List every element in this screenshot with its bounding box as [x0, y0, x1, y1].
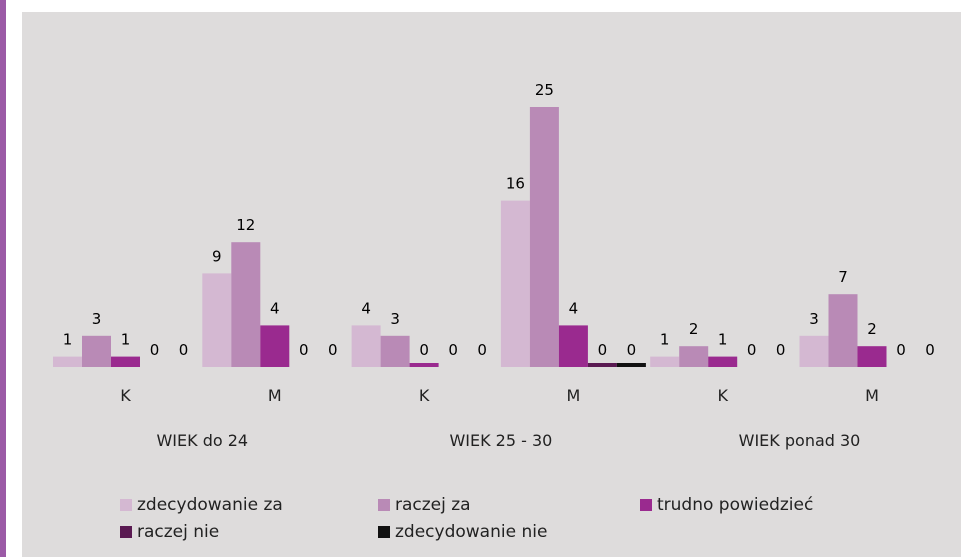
data-label-raczej-za-1: 12 — [236, 216, 255, 234]
data-label-raczej-za-0: 3 — [92, 310, 102, 328]
data-label-zdecydowanie-za-1: 9 — [212, 247, 222, 265]
legend-swatch-zdecydowanie-za — [120, 499, 132, 511]
category-label-4: K — [717, 386, 728, 405]
bar-raczej-za-2 — [380, 335, 410, 367]
data-label-raczej-za-3: 25 — [535, 81, 554, 99]
category-label-2: K — [419, 386, 430, 405]
group-label-2: WIEK ponad 30 — [739, 431, 861, 450]
bar-raczej-za-4 — [679, 346, 709, 367]
bar-trudno-powiedziec-2 — [409, 363, 439, 367]
data-label-zdecydowanie-za-4: 1 — [660, 331, 670, 349]
bar-trudno-powiedziec-5 — [857, 346, 887, 367]
bar-zdecydowanie-za-2 — [351, 325, 381, 367]
data-label-zdecydowanie-nie-4: 0 — [776, 341, 786, 359]
legend-swatch-raczej-za — [378, 499, 390, 511]
bar-zdecydowanie-za-5 — [799, 335, 829, 367]
legend-swatch-zdecydowanie-nie — [378, 526, 390, 538]
bar-zdecydowanie-nie-3 — [616, 363, 646, 367]
bar-trudno-powiedziec-1 — [260, 325, 290, 367]
bar-zdecydowanie-za-4 — [650, 356, 680, 367]
data-label-zdecydowanie-za-3: 16 — [506, 175, 525, 193]
data-label-trudno-powiedziec-4: 1 — [718, 331, 728, 349]
legend-label-raczej-za: raczej za — [395, 495, 471, 515]
data-label-trudno-powiedziec-5: 2 — [867, 320, 877, 338]
data-label-zdecydowanie-nie-0: 0 — [179, 341, 189, 359]
legend-item-raczej-nie: raczej nie — [120, 521, 219, 543]
legend-label-trudno-powiedziec: trudno powiedzieć — [657, 495, 814, 515]
category-label-0: K — [120, 386, 131, 405]
legend: zdecydowanie za raczej za trudno powiedz… — [120, 494, 920, 550]
data-label-raczej-nie-5: 0 — [896, 341, 906, 359]
data-label-zdecydowanie-nie-2: 0 — [477, 341, 487, 359]
data-label-trudno-powiedziec-1: 4 — [270, 299, 280, 317]
legend-item-raczej-za: raczej za — [378, 494, 471, 516]
bar-raczej-za-0 — [82, 335, 111, 367]
bar-raczej-za-5 — [828, 294, 858, 367]
bar-raczej-nie-3 — [587, 363, 617, 367]
legend-label-zdecydowanie-za: zdecydowanie za — [137, 495, 283, 515]
legend-label-raczej-nie: raczej nie — [137, 522, 220, 542]
data-label-raczej-za-2: 3 — [390, 310, 400, 328]
data-label-zdecydowanie-nie-5: 0 — [925, 341, 935, 359]
legend-swatch-trudno-powiedziec — [640, 499, 652, 511]
data-label-raczej-za-4: 2 — [689, 320, 699, 338]
bar-trudno-powiedziec-0 — [111, 356, 140, 367]
chart-area: 1 3 1 0 0 K 9 12 4 0 0 M 4 3 0 0 0 K 16 25 4 0 0 M 1 2 1 0 0 K 3 7 2 0 0 M W… — [22, 12, 961, 557]
legend-label-zdecydowanie-nie: zdecydowanie nie — [395, 522, 548, 542]
group-label-1: WIEK 25 - 30 — [449, 431, 552, 450]
bar-trudno-powiedziec-4 — [708, 356, 738, 367]
frame-border — [0, 0, 6, 557]
legend-item-zdecydowanie-za: zdecydowanie za — [120, 494, 283, 516]
data-label-zdecydowanie-nie-1: 0 — [328, 341, 338, 359]
data-label-trudno-powiedziec-2: 0 — [419, 341, 429, 359]
category-label-5: M — [865, 386, 879, 405]
data-label-raczej-nie-1: 0 — [299, 341, 309, 359]
data-label-trudno-powiedziec-0: 1 — [121, 331, 131, 349]
data-label-trudno-powiedziec-3: 4 — [569, 299, 579, 317]
bar-raczej-za-3 — [529, 107, 559, 367]
legend-item-zdecydowanie-nie: zdecydowanie nie — [378, 521, 547, 543]
legend-item-trudno-powiedziec: trudno powiedzieć — [640, 494, 813, 516]
legend-swatch-raczej-nie — [120, 526, 132, 538]
data-label-zdecydowanie-nie-3: 0 — [627, 341, 637, 359]
data-label-zdecydowanie-za-5: 3 — [809, 310, 819, 328]
bar-zdecydowanie-za-1 — [202, 273, 232, 367]
data-label-raczej-nie-2: 0 — [448, 341, 458, 359]
bar-trudno-powiedziec-3 — [558, 325, 588, 367]
data-label-raczej-nie-4: 0 — [747, 341, 757, 359]
data-label-raczej-nie-0: 0 — [150, 341, 160, 359]
category-label-3: M — [566, 386, 580, 405]
data-label-zdecydowanie-za-0: 1 — [63, 331, 73, 349]
bar-raczej-za-1 — [231, 242, 261, 367]
group-label-0: WIEK do 24 — [156, 431, 248, 450]
bar-zdecydowanie-za-0 — [53, 356, 82, 367]
category-label-1: M — [268, 386, 282, 405]
data-label-zdecydowanie-za-2: 4 — [361, 299, 371, 317]
data-label-raczej-nie-3: 0 — [598, 341, 608, 359]
bar-zdecydowanie-za-3 — [500, 200, 530, 367]
data-label-raczej-za-5: 7 — [838, 268, 848, 286]
